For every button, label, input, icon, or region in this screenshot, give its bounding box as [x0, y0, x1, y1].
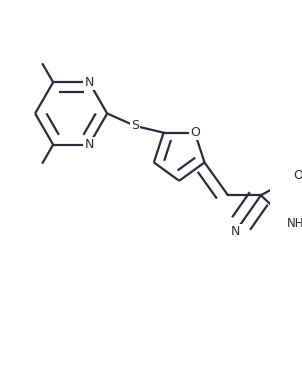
Text: O: O — [190, 126, 200, 139]
Text: S: S — [131, 119, 139, 132]
Text: N: N — [231, 225, 240, 238]
Text: NH: NH — [287, 217, 302, 230]
Text: O: O — [293, 169, 302, 182]
Text: N: N — [85, 138, 94, 151]
Text: N: N — [85, 76, 94, 89]
